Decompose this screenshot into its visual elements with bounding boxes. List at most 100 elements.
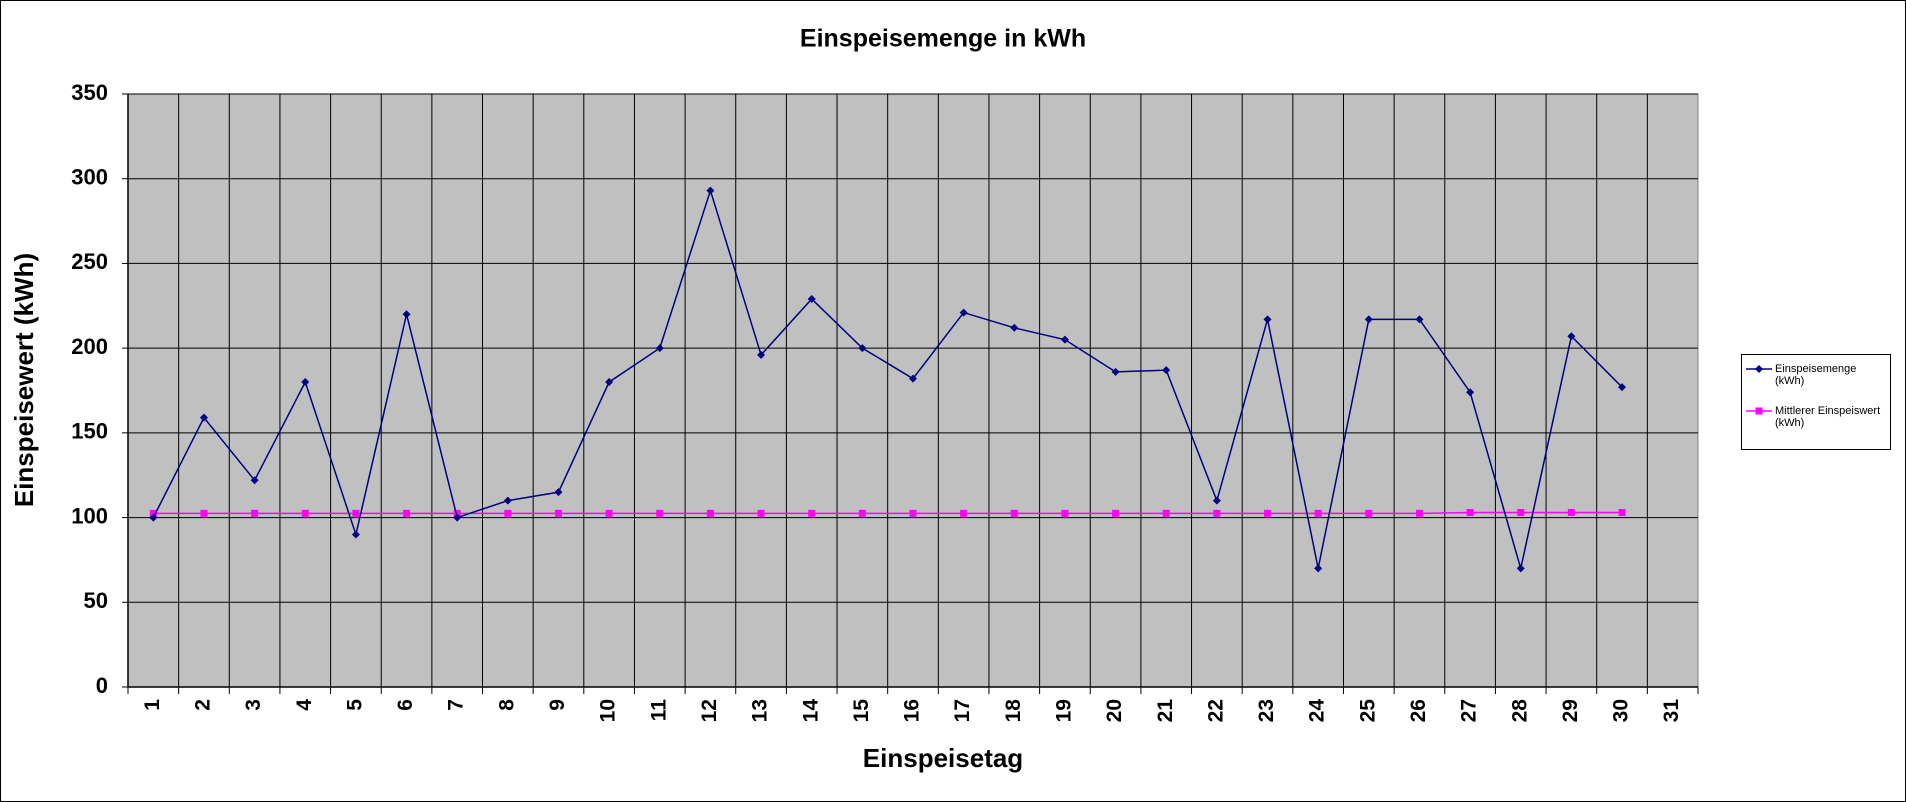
x-axis-label: Einspeisetag	[863, 743, 1023, 773]
diamond-marker	[959, 308, 968, 317]
x-tick-label: 8	[495, 699, 518, 711]
diamond-marker	[706, 186, 715, 195]
x-tick-label: 14	[799, 699, 822, 723]
legend-label: Mittlerer Einspeiswert (kWh)	[1775, 405, 1881, 429]
y-tick-label: 200	[71, 334, 108, 359]
diamond-marker	[807, 295, 816, 304]
diamond-marker	[149, 513, 158, 522]
x-tick-label: 7	[445, 699, 468, 711]
diamond-marker	[1314, 564, 1323, 573]
x-tick-label: 17	[951, 699, 974, 722]
diamond-marker	[1415, 315, 1424, 324]
diamond-marker	[1466, 388, 1475, 397]
x-tick-label: 28	[1508, 699, 1531, 723]
x-tick-label: 22	[1204, 699, 1227, 722]
diamond-marker	[1010, 323, 1019, 332]
x-tick-label: 29	[1559, 699, 1582, 722]
series-line	[153, 511, 1623, 515]
diamond-marker	[351, 530, 360, 539]
diamond-marker	[858, 344, 867, 353]
square-marker	[1415, 509, 1423, 517]
legend-marker	[1755, 407, 1763, 415]
diamond-marker	[250, 476, 259, 485]
square-marker	[1264, 509, 1272, 517]
x-tick-label: 3	[242, 699, 265, 711]
square-marker	[251, 509, 259, 517]
plot-area	[127, 93, 1699, 688]
x-tick-label: 13	[749, 699, 772, 722]
square-marker	[1010, 509, 1018, 517]
diamond-marker	[453, 513, 462, 522]
x-tick-label: 26	[1407, 699, 1430, 722]
square-marker	[1162, 509, 1170, 517]
legend-key	[1746, 407, 1772, 415]
x-tick-label: 16	[901, 699, 924, 722]
diamond-marker	[1162, 366, 1171, 375]
diamond-marker	[1618, 383, 1627, 392]
chart-title: Einspeisemenge in kWh	[800, 25, 1086, 53]
square-marker	[1567, 508, 1575, 516]
x-tick-label: 25	[1356, 699, 1379, 723]
x-tick-label: 9	[546, 699, 569, 711]
x-tick-label: 15	[850, 699, 873, 723]
square-marker	[149, 509, 157, 517]
square-marker	[656, 509, 664, 517]
x-tick-label: 21	[1154, 699, 1177, 723]
x-tick-label: 11	[647, 699, 670, 722]
diamond-marker	[655, 344, 664, 353]
square-marker	[453, 509, 461, 517]
legend-label: Einspeisemenge (kWh)	[1775, 363, 1857, 387]
y-tick-label: 100	[71, 503, 108, 528]
x-tick-label: 4	[293, 699, 316, 711]
diamond-marker	[909, 374, 917, 383]
diamond-marker	[757, 350, 766, 359]
x-tick-label: 2	[192, 699, 215, 711]
legend-marker	[1755, 365, 1763, 373]
diamond-marker	[503, 496, 512, 505]
x-tick-label: 20	[1103, 699, 1126, 722]
y-tick-label: 350	[71, 80, 108, 105]
square-marker	[1365, 509, 1373, 517]
y-tick-label: 250	[71, 249, 108, 274]
diamond-marker	[1516, 564, 1525, 573]
square-marker	[757, 509, 765, 517]
legend: Einspeisemenge (kWh) Mittlerer Einspeiswe…	[1741, 354, 1891, 450]
diamond-marker	[402, 310, 411, 319]
y-tick-label: 300	[71, 165, 108, 190]
legend-item: Mittlerer Einspeiswert (kWh)	[1746, 405, 1886, 429]
square-marker	[858, 509, 866, 517]
legend-item: Einspeisemenge (kWh)	[1746, 363, 1886, 387]
square-marker	[1517, 508, 1525, 516]
square-marker	[1112, 509, 1120, 517]
x-tick-label: 6	[394, 699, 417, 711]
square-marker	[1314, 509, 1322, 517]
diamond-marker	[1111, 367, 1120, 376]
square-marker	[301, 509, 309, 517]
square-marker	[1213, 509, 1221, 517]
x-tick-label: 30	[1610, 699, 1633, 722]
square-marker	[200, 509, 208, 517]
legend-key	[1746, 365, 1772, 373]
y-axis-label: Einspeisewert (kWh)	[9, 253, 39, 507]
diamond-marker	[1263, 315, 1272, 324]
diamond-marker	[1060, 335, 1069, 344]
x-tick-label: 18	[1002, 699, 1025, 723]
diamond-marker	[301, 378, 310, 387]
x-tick-label: 1	[141, 699, 164, 711]
x-tick-label: 5	[343, 699, 366, 711]
diamond-marker	[1364, 315, 1373, 324]
x-tick-label: 12	[698, 699, 721, 722]
diamond-marker	[605, 378, 614, 387]
square-marker	[1466, 508, 1474, 516]
square-marker	[352, 509, 360, 517]
square-marker	[1618, 508, 1626, 516]
x-tick-label: 19	[1052, 699, 1075, 722]
y-tick-label: 150	[71, 419, 108, 444]
square-marker	[706, 509, 714, 517]
x-tick-label: 31	[1660, 699, 1683, 723]
square-marker	[605, 509, 613, 517]
x-tick-label: 23	[1255, 699, 1278, 722]
square-marker	[909, 509, 917, 517]
diamond-marker	[199, 413, 208, 422]
square-marker	[504, 509, 512, 517]
